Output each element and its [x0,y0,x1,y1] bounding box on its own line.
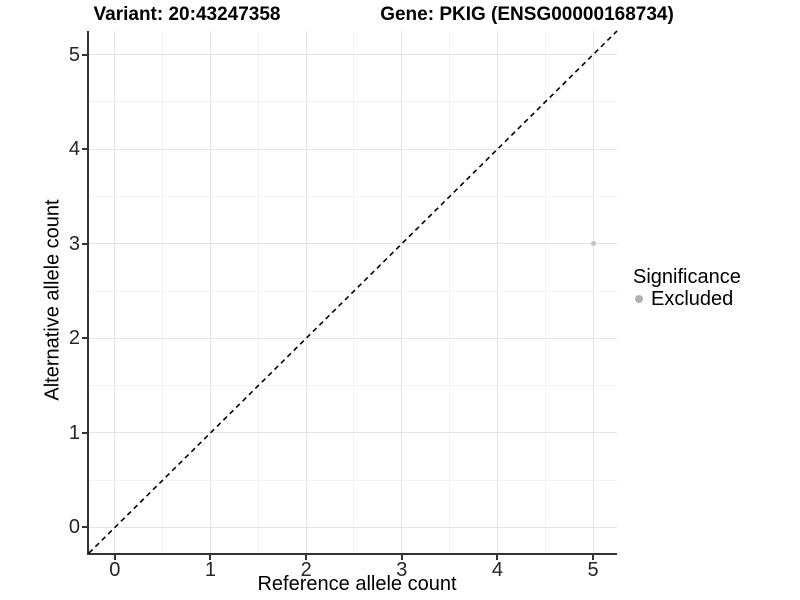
minor-gridline-horizontal [89,290,617,292]
x-tick-label: 0 [109,559,121,581]
major-gridline-horizontal [89,526,617,528]
y-tick-label: 1 [68,421,80,444]
major-gridline-vertical [305,31,307,553]
major-gridline-horizontal [89,243,617,245]
y-tick-mark [82,148,87,151]
variant-title: Variant: 20:43247358 [93,4,281,25]
data-point [590,241,596,247]
y-tick-mark [82,526,87,529]
major-gridline-vertical [592,31,594,553]
x-tick-mark [209,555,212,560]
legend-title: Significance [633,266,741,288]
y-tick-label: 0 [68,516,80,539]
y-tick-mark [82,337,87,340]
y-tick-mark [82,242,87,245]
x-tick-mark [400,555,403,560]
y-tick-mark [82,431,87,434]
minor-gridline-vertical [544,31,546,553]
x-tick-mark [496,555,499,560]
x-tick-label: 4 [491,559,503,581]
minor-gridline-vertical [257,31,259,553]
x-axis-title: Reference allele count [257,573,457,595]
x-tick-mark [305,555,308,560]
minor-gridline-horizontal [89,195,617,197]
y-tick-label: 5 [68,43,80,66]
major-gridline-vertical [114,31,116,553]
x-tick-mark [592,555,595,560]
major-gridline-horizontal [89,337,617,339]
minor-gridline-horizontal [89,385,617,387]
legend: Significance Excluded [633,267,741,310]
minor-gridline-horizontal [89,479,617,481]
x-axis-line [87,553,617,555]
major-gridline-horizontal [89,54,617,56]
x-tick-mark [113,555,116,560]
legend-entry: Excluded [635,288,741,310]
legend-entries: Excluded [633,288,741,310]
minor-gridline-vertical [353,31,355,553]
gene-title: Gene: PKIG (ENSG00000168734) [380,4,674,25]
y-tick-label: 4 [68,138,80,161]
y-tick-mark [82,53,87,56]
legend-key-dot [635,295,643,303]
x-tick-label: 3 [396,559,408,581]
y-tick-label: 2 [68,327,80,350]
y-axis-title: Alternative allele count [41,199,64,401]
minor-gridline-vertical [162,31,164,553]
major-gridline-vertical [496,31,498,553]
minor-gridline-horizontal [89,101,617,103]
major-gridline-horizontal [89,432,617,434]
major-gridline-horizontal [89,148,617,150]
legend-entry-label: Excluded [651,287,734,310]
x-tick-label: 2 [300,559,312,581]
y-axis-line [87,31,89,555]
minor-gridline-vertical [449,31,451,553]
x-tick-label: 1 [204,559,217,581]
x-tick-label: 5 [587,559,599,581]
y-tick-label: 3 [68,232,80,255]
major-gridline-vertical [209,31,211,553]
major-gridline-vertical [401,31,403,553]
